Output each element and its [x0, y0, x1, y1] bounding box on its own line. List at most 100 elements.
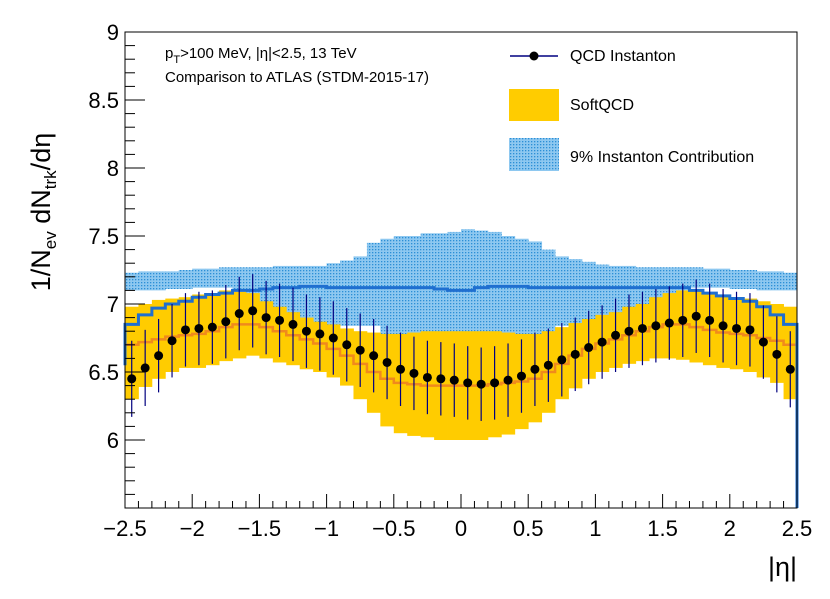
qcd-point — [342, 340, 352, 350]
qcd-point — [732, 323, 742, 333]
legend-softqcd-label: SoftQCD — [570, 97, 634, 114]
qcd-point — [745, 325, 755, 335]
qcd-point — [127, 374, 137, 384]
qcd-point — [476, 379, 486, 389]
y-title-part2: dN — [26, 189, 56, 231]
instanton-central-line — [123, 284, 799, 508]
instanton-band-bin — [581, 261, 596, 326]
annotation-line1: pT>100 MeV, |η|<2.5, 13 TeV — [165, 45, 357, 66]
axes-layer: −2.5 −2 −1.5 −1 −0.5 0 0.5 1 1.5 2 2.5 6 6.5 7 7.5 8 8.5… — [88, 20, 812, 541]
qcd-point — [772, 349, 782, 359]
instanton-band-bin — [649, 267, 663, 304]
instanton-band-bin — [702, 268, 717, 288]
qcd-point — [194, 323, 204, 333]
y-tick-label: 9 — [107, 20, 119, 45]
qcd-point — [664, 318, 674, 328]
y-tick-label: 6 — [107, 428, 119, 453]
qcd-point — [449, 375, 459, 385]
y-title-sub1: ev — [41, 231, 60, 249]
qcd-point — [315, 329, 325, 339]
qcd-point — [369, 351, 379, 361]
y-title-sub2: trk — [41, 170, 60, 189]
qcd-point — [490, 378, 500, 388]
y-tick-label: 7 — [107, 292, 119, 317]
annotation-line2: Comparison to ATLAS (STDM-2015-17) — [165, 69, 429, 86]
annotation-pt-prefix: p — [165, 45, 173, 62]
qcd-point — [785, 364, 795, 374]
instanton-band-bin — [729, 270, 744, 290]
x-tick-label: −1 — [314, 516, 339, 541]
y-tick-label: 8 — [107, 156, 119, 181]
instanton-band-bin — [770, 271, 784, 291]
qcd-point — [436, 374, 446, 384]
instanton-band-bin — [447, 231, 462, 345]
instanton-band-bin — [393, 236, 408, 345]
instanton-band-bin — [487, 231, 502, 345]
qcd-point — [637, 323, 647, 333]
qcd-point — [557, 355, 567, 365]
y-axis-title: 1/Nev dNtrk/dη — [26, 133, 60, 291]
qcd-point — [584, 343, 594, 353]
qcd-point — [275, 315, 285, 325]
instanton-band-bin — [528, 241, 543, 345]
x-tick-label: 2 — [724, 516, 736, 541]
instanton-band-bin — [716, 268, 731, 288]
legend-qcd-label: QCD Instanton — [570, 48, 676, 65]
y-title-part1: 1/N — [26, 249, 56, 291]
instanton-band-bin — [622, 265, 637, 318]
instanton-band-bin — [219, 267, 233, 288]
qcd-point — [691, 311, 701, 321]
qcd-point — [543, 360, 553, 370]
qcd-point — [503, 375, 513, 385]
qcd-point — [624, 326, 634, 336]
qcd-point — [422, 372, 432, 382]
legend: QCD Instanton SoftQCD 9% Instanton Contr… — [509, 48, 754, 171]
qcd-point — [718, 321, 728, 331]
qcd-point — [396, 364, 406, 374]
x-tick-label: −1.5 — [238, 516, 281, 541]
qcd-point — [261, 313, 271, 323]
y-tick-label: 7.5 — [88, 224, 119, 249]
qcd-point — [597, 337, 607, 347]
instanton-band-bin — [340, 260, 354, 326]
x-tick-label: −2.5 — [103, 516, 146, 541]
instanton-band-bin — [313, 265, 327, 325]
qcd-point — [154, 351, 164, 361]
qcd-point — [382, 357, 392, 367]
instanton-band-bin — [608, 265, 623, 324]
instanton-band-bin — [407, 236, 422, 345]
qcd-point — [678, 315, 688, 325]
instanton-band-bin — [461, 229, 475, 345]
legend-instanton-label: 9% Instanton Contribution — [570, 149, 754, 166]
instanton-band-bin — [756, 271, 771, 291]
x-tick-label: −0.5 — [372, 516, 415, 541]
qcd-point — [530, 364, 540, 374]
instanton-band-bin — [205, 268, 220, 288]
legend-instanton-swatch — [509, 138, 559, 171]
instanton-band-bin — [178, 270, 193, 290]
qcd-point — [221, 317, 231, 327]
instanton-band-bin — [676, 267, 690, 291]
qcd-point — [207, 322, 217, 332]
instanton-band-bin — [743, 270, 758, 290]
qcd-point — [328, 333, 338, 343]
instanton-band-bin — [151, 271, 166, 291]
qcd-point — [167, 336, 177, 346]
instanton-band-bin — [555, 256, 569, 326]
legend-qcd-marker — [529, 51, 539, 61]
y-tick-label: 6.5 — [88, 360, 119, 385]
instanton-band-bin — [326, 263, 341, 326]
qcd-point — [463, 378, 473, 388]
qcd-point — [651, 321, 661, 331]
instanton-band-bin — [514, 238, 529, 345]
instanton-band-bin — [689, 267, 704, 288]
qcd-point — [355, 345, 365, 355]
x-tick-label: −2 — [180, 516, 205, 541]
y-tick-label: 8.5 — [88, 88, 119, 113]
instanton-band-bin — [783, 272, 798, 291]
instanton-band-bin — [353, 256, 368, 326]
annotation-pt-rest: >100 MeV, |η|<2.5, 13 TeV — [180, 45, 357, 62]
x-tick-label: 1.5 — [647, 516, 678, 541]
qcd-point — [758, 337, 768, 347]
